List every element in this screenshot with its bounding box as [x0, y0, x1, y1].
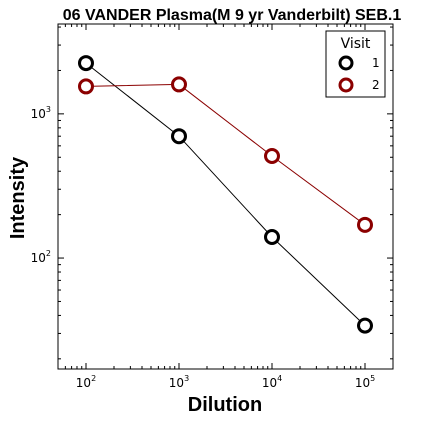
y-axis-label: Intensity: [7, 156, 29, 239]
data-point-series-1: [170, 128, 187, 145]
data-point-series-2: [170, 76, 187, 93]
data-point-series-1: [77, 55, 94, 72]
x-tick-label: 103: [169, 374, 189, 390]
data-point-series-2: [264, 148, 281, 165]
chart-title: 06 VANDER Plasma(M 9 yr Vanderbilt) SEB.…: [63, 7, 402, 24]
data-point-series-2: [357, 216, 374, 233]
x-tick-label: 105: [355, 374, 375, 390]
legend-marker-1: [338, 55, 354, 71]
y-tick-label: 103: [31, 105, 51, 121]
series-line-1: [85, 62, 366, 326]
series-line-2: [85, 83, 366, 226]
data-point-series-1: [264, 228, 281, 245]
legend-label-2: 2: [372, 78, 380, 92]
legend-box: [325, 30, 386, 98]
x-tick-label: 104: [262, 374, 282, 390]
x-axis-label: Dilution: [188, 394, 262, 416]
legend-label-1: 1: [372, 56, 380, 70]
legend-marker-2: [338, 77, 354, 93]
y-tick-label: 102: [31, 249, 51, 265]
x-tick-label: 102: [76, 374, 96, 390]
legend-title: Visit: [341, 36, 371, 52]
plot-frame: [57, 23, 394, 370]
data-point-series-1: [357, 317, 374, 334]
data-point-series-2: [77, 78, 94, 95]
